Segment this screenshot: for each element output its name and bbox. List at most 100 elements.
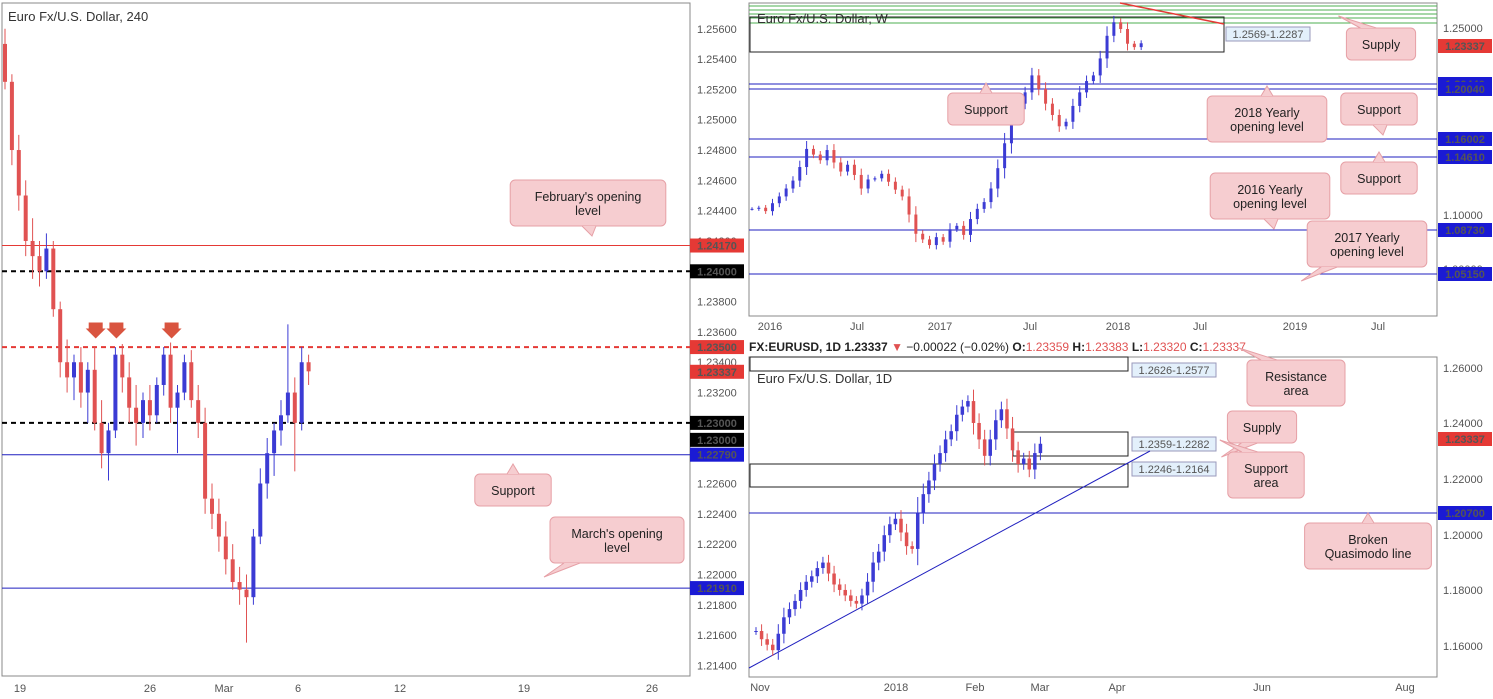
h4-y-tick: 1.25400 [697, 54, 737, 66]
candle-body [16, 150, 21, 196]
h4-x-tick: 19 [14, 683, 26, 695]
weekly-y-tick: 1.25000 [1443, 23, 1483, 35]
weekly-callout-supply: Supply [1338, 15, 1417, 61]
candle-body [759, 631, 764, 640]
candle-body [106, 430, 111, 454]
weekly-level-tag: 1.20040 [1438, 82, 1492, 96]
h4-x-tick: 6 [295, 683, 301, 695]
daily-price-tag: 1.23337 [1438, 432, 1492, 446]
callout-tail [1372, 151, 1386, 163]
callout-text: Supply [1243, 421, 1282, 435]
callout-tail [1372, 124, 1388, 136]
candle-body [147, 400, 152, 416]
callout-tail [1263, 218, 1279, 230]
h4-plot-area [1, 2, 691, 677]
price-tag-label: 1.16002 [1445, 134, 1485, 146]
candle-body [871, 562, 875, 582]
candle-body [888, 524, 892, 536]
candle-body [127, 377, 132, 408]
h4-y-tick: 1.22400 [697, 509, 737, 521]
header-segment: H: [1072, 340, 1085, 354]
daily-x-tick: 2018 [884, 682, 908, 694]
candle-body [839, 162, 843, 172]
candle-body [244, 589, 249, 598]
candle-body [1005, 409, 1009, 429]
h4-y-tick: 1.22200 [697, 539, 737, 551]
candle-body [977, 422, 981, 440]
h4-y-tick: 1.24800 [697, 145, 737, 157]
h4-x-tick: 26 [144, 683, 156, 695]
header-segment: FX:EURUSD, 1D 1.23337 [749, 340, 891, 354]
weekly-level-tag: 1.05150 [1438, 267, 1492, 281]
callout-tail [1300, 266, 1338, 282]
daily-plot-area [748, 356, 1438, 678]
callout-box [1306, 220, 1428, 268]
h4-y-tick: 1.23600 [697, 327, 737, 339]
weekly-price-tag: 1.23337 [1438, 39, 1492, 53]
price-tag-label: 1.08730 [1445, 225, 1485, 237]
candle-body [826, 562, 831, 574]
h4-y-tick: 1.25600 [697, 24, 737, 36]
candle-body [272, 430, 277, 454]
price-tag-bg [1438, 150, 1492, 164]
callout-text: area [1283, 384, 1308, 398]
candle-body [37, 256, 42, 272]
candle-body [932, 464, 937, 481]
candle-body [948, 229, 952, 242]
weekly-resistance-line [1119, 2, 1225, 25]
daily-panel: FX:EURUSD, 1D 1.23337 ▼ −0.00022 (−0.02%… [748, 340, 1483, 694]
callout-text: 2016 Yearly [1237, 183, 1303, 197]
candle-body [843, 589, 847, 596]
daily-candles [754, 389, 1043, 660]
candle-body [175, 392, 180, 408]
candle-body [85, 369, 90, 393]
candle-body [216, 513, 221, 537]
candle-body [941, 237, 945, 242]
candle-body [938, 453, 942, 465]
zone-label-text: 1.2569-1.2287 [1233, 29, 1304, 41]
weekly-x-tick: 2018 [1106, 321, 1130, 333]
h4-callout-support: Support [474, 463, 552, 507]
candle-body [1091, 75, 1095, 82]
candle-body [251, 536, 256, 598]
price-tag-bg [690, 581, 744, 596]
weekly-callout-support2: Support [1340, 92, 1418, 136]
price-tag-bg [690, 340, 744, 355]
callout-tail [1219, 439, 1258, 453]
h4-y-tick: 1.22600 [697, 478, 737, 490]
candle-body [832, 150, 836, 163]
candle-body [1078, 92, 1082, 106]
price-tag-label: 1.23000 [697, 418, 737, 430]
callout-tail [1361, 512, 1375, 524]
header-segment: 1.23337 [1203, 340, 1247, 354]
candle-body [966, 401, 970, 407]
h4-level-tag: 1.21910 [690, 581, 744, 596]
price-tag-bg [690, 415, 744, 430]
header-segment: 1.23320 [1143, 340, 1190, 354]
weekly-x-tick: 2017 [928, 321, 952, 333]
h4-y-tick: 1.21600 [697, 630, 737, 642]
weekly-plot-area [748, 2, 1438, 317]
candle-body [904, 532, 909, 547]
price-tag-label: 1.23337 [1445, 41, 1485, 53]
daily-header-text: FX:EURUSD, 1D 1.23337 ▼ −0.00022 (−0.02%… [749, 340, 1246, 354]
callout-text: Support [964, 103, 1008, 117]
weekly-level-tag: 1.08730 [1438, 223, 1492, 237]
weekly-x-tick: Jul [1371, 321, 1385, 333]
daily-title: Euro Fx/U.S. Dollar, 1D [757, 371, 892, 386]
h4-y-tick: 1.21800 [697, 600, 737, 612]
candle-body [141, 400, 145, 423]
callout-text: opening level [1330, 245, 1404, 259]
zone-label-text: 1.2359-1.2282 [1139, 439, 1210, 451]
h4-y-tick: 1.21400 [697, 660, 737, 672]
daily-zone-label: 1.2359-1.2282 [1131, 436, 1217, 452]
candle-body [893, 181, 897, 190]
zone-label-bg [1131, 362, 1217, 378]
candle-body [1064, 121, 1068, 127]
price-tag-label: 1.24000 [697, 266, 737, 278]
callout-box [1227, 451, 1305, 499]
price-tag-label: 1.14610 [1445, 152, 1485, 164]
